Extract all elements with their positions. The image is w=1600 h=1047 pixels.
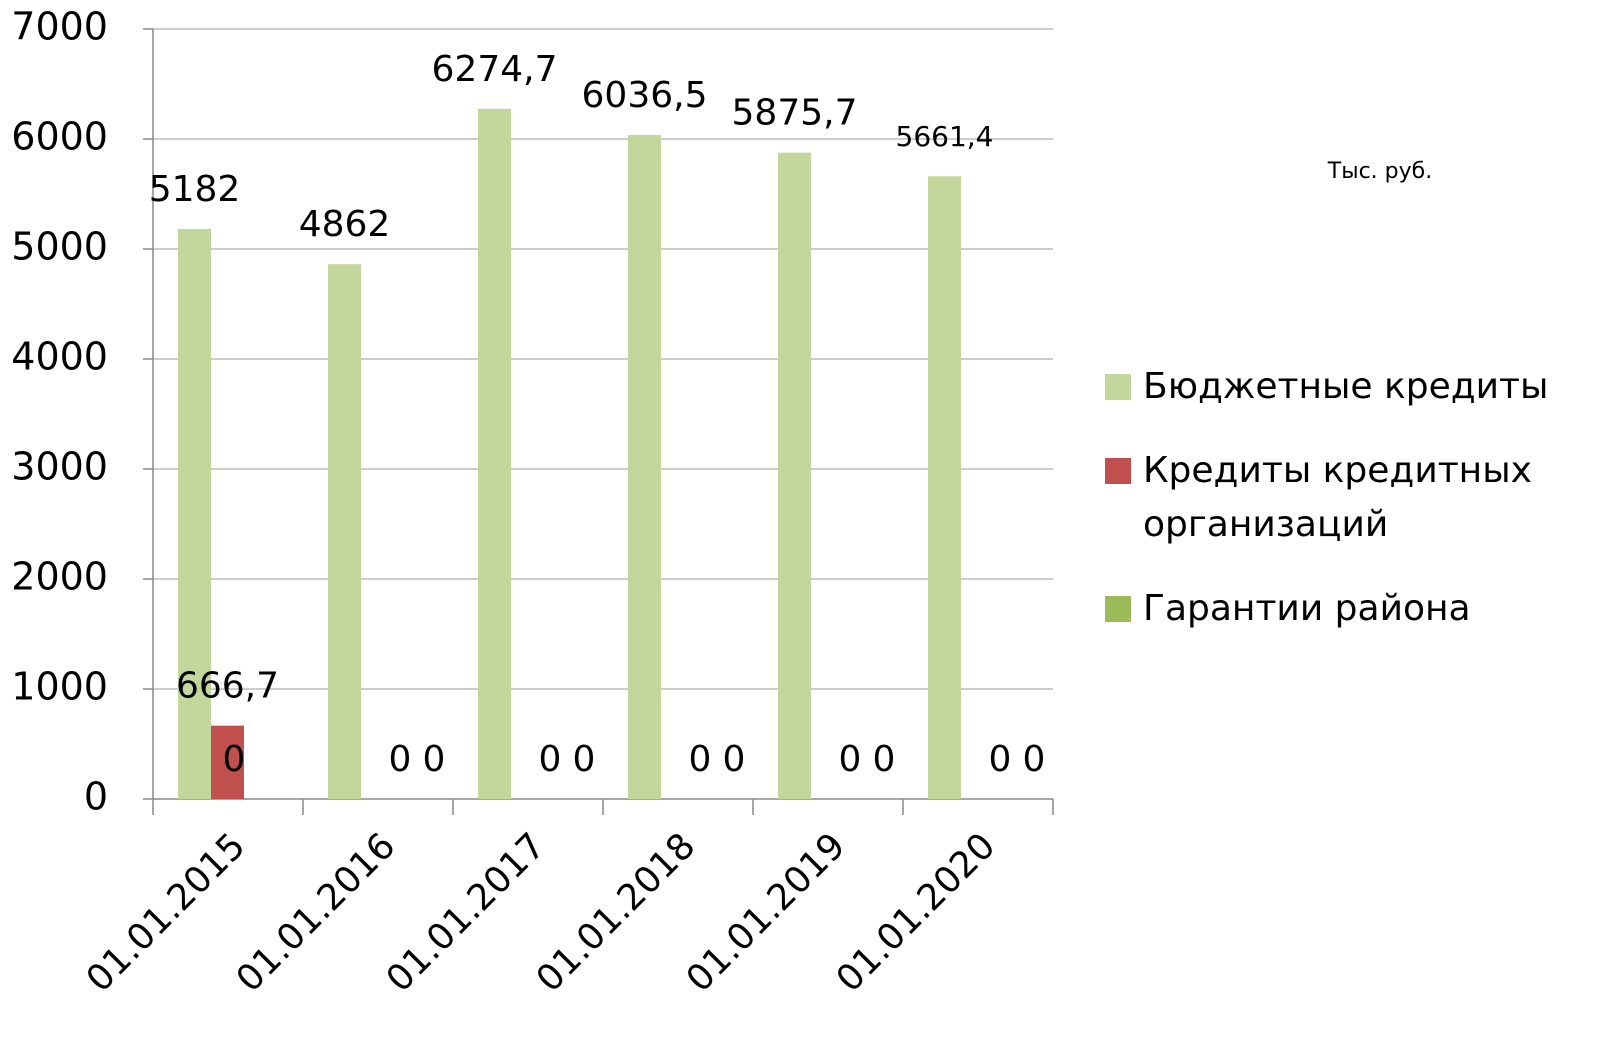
data-label: 0 (423, 739, 446, 780)
bar (628, 134, 661, 800)
x-tick-label: 01.01.2019 (679, 825, 854, 1000)
legend-label: Бюджетные кредиты (1143, 366, 1549, 407)
legend-entry: Гарантии района (1105, 582, 1585, 636)
bar (178, 228, 211, 800)
data-label: 0 (539, 739, 562, 780)
y-tick-label: 0 (84, 775, 108, 819)
legend-label: Кредиты кредитных организаций (1143, 450, 1532, 545)
x-tick-label: 01.01.2017 (379, 825, 554, 1000)
data-label: 0 (389, 739, 412, 780)
data-label: 0 (573, 739, 596, 780)
data-label: 0 (989, 739, 1012, 780)
data-label: 0 (873, 739, 896, 780)
legend-swatch (1105, 458, 1131, 484)
data-label: 666,7 (176, 666, 279, 707)
data-label: 0 (689, 739, 712, 780)
unit-annotation: Тыс. руб. (1327, 159, 1432, 184)
legend-entry: Бюджетные кредиты (1105, 360, 1585, 414)
data-label: 0 (723, 739, 746, 780)
bar (211, 725, 244, 799)
data-label: 5182 (149, 169, 241, 210)
y-tick-label: 2000 (11, 555, 108, 599)
bar (328, 264, 361, 799)
bar (928, 176, 961, 800)
data-label: 6274,7 (432, 49, 558, 90)
x-tick-label: 01.01.2015 (79, 825, 254, 1000)
y-tick-label: 7000 (11, 5, 108, 49)
y-tick-label: 5000 (11, 225, 108, 269)
data-label: 0 (839, 739, 862, 780)
legend-swatch (1105, 596, 1131, 622)
data-label: 0 (223, 739, 246, 780)
data-label: 5875,7 (732, 93, 858, 134)
data-label: 4862 (299, 204, 391, 245)
x-tick-label: 01.01.2020 (829, 825, 1004, 1000)
bar (778, 152, 811, 800)
y-tick-label: 3000 (11, 445, 108, 489)
legend-label: Гарантии района (1143, 588, 1471, 629)
data-label: 0 (1023, 739, 1046, 780)
y-tick-label: 6000 (11, 115, 108, 159)
data-label: 5661,4 (896, 120, 994, 153)
legend-entry: Кредиты кредитных организаций (1105, 444, 1585, 552)
y-tick-label: 1000 (11, 665, 108, 709)
data-label: 6036,5 (582, 75, 708, 116)
bar (478, 108, 511, 799)
x-tick-label: 01.01.2018 (529, 825, 704, 1000)
legend: Бюджетные кредиты Кредиты кредитных орган… (1105, 360, 1585, 666)
x-tick-label: 01.01.2016 (229, 825, 404, 1000)
legend-swatch (1105, 374, 1131, 400)
y-tick-label: 4000 (11, 335, 108, 379)
